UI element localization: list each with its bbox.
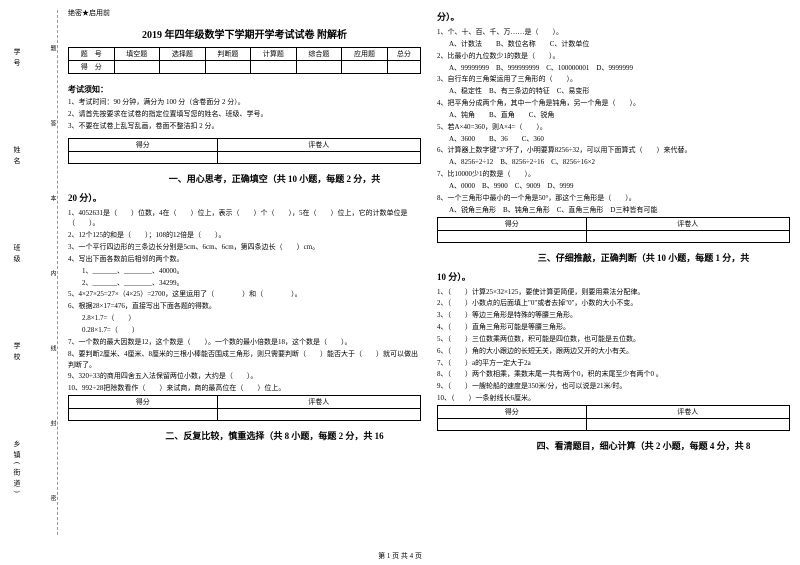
exam-title: 2019 年四年级数学下学期开学考试试卷 附解析 <box>68 26 421 41</box>
field-class: 班级 <box>12 244 22 266</box>
section-1-questions: 1、4052631是（ ）位数，4在（ ）位上，表示（ ）个（ ），5在（ ）位… <box>68 208 421 396</box>
secret-label: 绝密★启用前 <box>68 8 421 18</box>
scorer-box-4: 得分评卷人 <box>437 405 790 431</box>
table-row: 题 号 填空题 选择题 判断题 计算题 综合题 应用题 总分 <box>69 48 421 61</box>
score-table: 题 号 填空题 选择题 判断题 计算题 综合题 应用题 总分 得 分 <box>68 47 421 74</box>
field-town: 乡镇(街道) <box>12 440 22 497</box>
notice-title: 考试须知： <box>68 84 421 95</box>
section-2-title: 二、反复比较，慎重选择（共 8 小题，每题 2 分，共 16 <box>68 429 421 442</box>
section-4-title: 四、看清题目，细心计算（共 2 小题，每题 4 分，共 8 <box>437 439 790 452</box>
right-column: 分）。 1、个、十、百、千、万……是（ ）。 A、计数法 B、数位名称 C、计数… <box>437 8 790 545</box>
section-1-title-a: 一、用心思考，正确填空（共 10 小题，每题 2 分，共 <box>68 172 421 185</box>
cut-line-labels: 题 答 本 内 线 封 密 <box>48 10 57 535</box>
field-num: 学号 <box>12 48 22 70</box>
section-3-title-b: 10 分）。 <box>437 270 790 283</box>
scorer-box-2: 得分评卷人 <box>68 395 421 421</box>
field-name: 姓名 <box>12 146 22 168</box>
scorer-box-1: 得分评卷人 <box>68 138 421 164</box>
notice-list: 1、考试时间：90 分钟，满分为 100 分（含卷面分 2 分）。 2、请首先按… <box>68 97 421 134</box>
field-school: 学校 <box>12 342 22 364</box>
section-3-title-a: 三、仔细推敲，正确判断（共 10 小题，每题 1 分，共 <box>437 251 790 264</box>
page-footer: 第 1 页 共 4 页 <box>0 551 800 561</box>
scorer-box-3: 得分评卷人 <box>437 217 790 243</box>
page-content: 绝密★启用前 2019 年四年级数学下学期开学考试试卷 附解析 题 号 填空题 … <box>68 8 790 545</box>
sidebar-field-labels: 学号 姓名 班级 学校 乡镇(街道) <box>12 10 22 535</box>
left-column: 绝密★启用前 2019 年四年级数学下学期开学考试试卷 附解析 题 号 填空题 … <box>68 8 421 545</box>
section-2-title-b: 分）。 <box>437 10 790 23</box>
table-row: 得 分 <box>69 61 421 74</box>
section-1-title-b: 20 分）。 <box>68 191 421 204</box>
binding-sidebar: 学号 姓名 班级 学校 乡镇(街道) 题 答 本 内 线 封 密 <box>8 10 58 535</box>
section-3-questions: 1、（ ）计算25×32×125，要使计算更简便，则要用乘法分配律。 2、（ ）… <box>437 287 790 405</box>
section-2-questions: 1、个、十、百、千、万……是（ ）。 A、计数法 B、数位名称 C、计数单位 2… <box>437 27 790 217</box>
